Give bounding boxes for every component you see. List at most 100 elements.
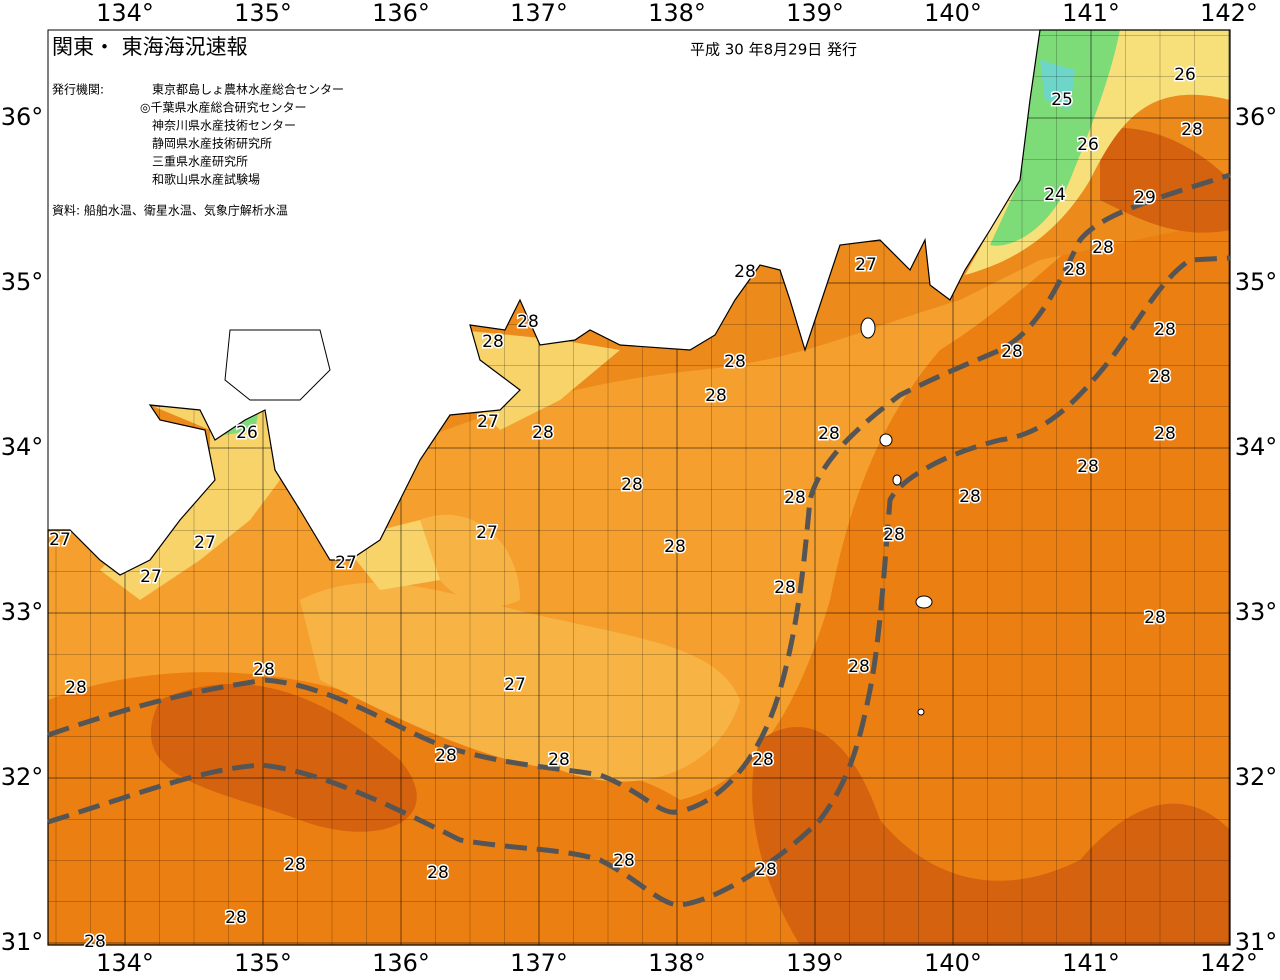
contour-label: 28 bbox=[65, 678, 87, 698]
contour-label: 28 bbox=[1092, 238, 1114, 258]
contour-label: 27 bbox=[335, 553, 357, 573]
latitude-label: 34° bbox=[1, 433, 44, 461]
contour-label: 28 bbox=[613, 851, 635, 871]
cold-north-cyan bbox=[1040, 60, 1075, 110]
contour-label: 28 bbox=[752, 750, 774, 770]
kuroshio-edge bbox=[47, 255, 1231, 908]
latitude-label: 36° bbox=[1, 103, 44, 131]
contour-label: 26 bbox=[236, 423, 258, 443]
cold-north-green bbox=[990, 30, 1120, 246]
longitude-label: 136° bbox=[372, 0, 430, 27]
contour-label: 29 bbox=[1134, 188, 1156, 208]
contour-label: 28 bbox=[734, 262, 756, 282]
contour-label: 28 bbox=[284, 855, 306, 875]
issuer: 東京都島しょ農林水産総合センター bbox=[152, 82, 344, 97]
longitude-label: 138° bbox=[648, 949, 706, 977]
title: 関東・ 東海海況速報 bbox=[52, 35, 248, 59]
contour-label: 28 bbox=[84, 932, 106, 952]
contour-label: 26 bbox=[1077, 135, 1099, 155]
contour-label: 28 bbox=[548, 750, 570, 770]
contour-label: 28 bbox=[724, 352, 746, 372]
issuer: 静岡県水産技術研究所 bbox=[152, 136, 272, 151]
latitude-label: 31° bbox=[1, 928, 44, 956]
issuers: 東京都島しょ農林水産総合センター ◎千葉県水産総合研究センター神奈川県水産技術セン… bbox=[140, 82, 344, 187]
latitude-label: 36° bbox=[1235, 103, 1278, 131]
issue-date: 平成 30 年8月29日 発行 bbox=[690, 41, 857, 59]
issuers-label: 発行機関: bbox=[52, 82, 104, 97]
contour-label: 28 bbox=[1149, 367, 1171, 387]
contour-label: 28 bbox=[1064, 260, 1086, 280]
contour-label: 24 bbox=[1044, 185, 1066, 205]
contour-label: 28 bbox=[532, 423, 554, 443]
contour-label: 27 bbox=[140, 567, 162, 587]
contour-label: 28 bbox=[427, 863, 449, 883]
contour-label: 27 bbox=[476, 523, 498, 543]
contour-label: 28 bbox=[774, 578, 796, 598]
contour-label: 28 bbox=[1154, 424, 1176, 444]
coastline bbox=[47, 29, 1231, 946]
longitude-label: 136° bbox=[372, 949, 430, 977]
longitude-label: 135° bbox=[234, 0, 292, 27]
contour-label: 28 bbox=[664, 537, 686, 557]
longitude-label: 134° bbox=[96, 0, 154, 27]
contour-label: 27 bbox=[477, 412, 499, 432]
latitude-label: 34° bbox=[1235, 433, 1278, 461]
latitude-label: 32° bbox=[1235, 763, 1278, 791]
kuroshio-axis bbox=[47, 172, 1231, 815]
contour-label: 28 bbox=[755, 860, 777, 880]
contour-label: 28 bbox=[482, 332, 504, 352]
contour-label: 27 bbox=[194, 533, 216, 553]
contour-label: 28 bbox=[517, 312, 539, 332]
issuer: 和歌山県水産試験場 bbox=[152, 172, 260, 187]
longitude-label: 137° bbox=[510, 0, 568, 27]
sources: 資料: 船舶水温、衛星水温、気象庁解析水温 bbox=[52, 203, 288, 218]
contour-label: 28 bbox=[818, 424, 840, 444]
contour-label: 25 bbox=[1051, 90, 1073, 110]
contour-label: 28 bbox=[621, 475, 643, 495]
contour-label: 26 bbox=[1174, 65, 1196, 85]
contour-label: 27 bbox=[855, 255, 877, 275]
contour-label: 27 bbox=[504, 675, 526, 695]
contour-label: 28 bbox=[435, 746, 457, 766]
latitude-label: 32° bbox=[1, 763, 44, 791]
hot-zone bbox=[151, 128, 1230, 945]
contour-label: 28 bbox=[1154, 320, 1176, 340]
contour-label: 28 bbox=[1144, 608, 1166, 628]
latitude-label: 33° bbox=[1235, 598, 1278, 626]
contour-label: 28 bbox=[1001, 342, 1023, 362]
longitude-label: 137° bbox=[510, 949, 568, 977]
longitude-label: 142° bbox=[1200, 0, 1258, 27]
contour-label: 27 bbox=[49, 530, 71, 550]
longitude-label: 142° bbox=[1200, 949, 1258, 977]
contour-label: 28 bbox=[1181, 120, 1203, 140]
contour-label: 28 bbox=[253, 660, 275, 680]
longitude-label: 141° bbox=[1062, 0, 1120, 27]
cool-zone bbox=[300, 514, 740, 782]
longitude-label: 139° bbox=[786, 0, 844, 27]
longitude-label: 140° bbox=[924, 0, 982, 27]
issuer: 神奈川県水産技術センター bbox=[152, 118, 296, 133]
latitude-label: 33° bbox=[1, 598, 44, 626]
longitude-label: 138° bbox=[648, 0, 706, 27]
contour-label: 28 bbox=[848, 657, 870, 677]
contour-label: 28 bbox=[225, 908, 247, 928]
issuer: 三重県水産研究所 bbox=[152, 154, 248, 169]
contour-label: 28 bbox=[784, 488, 806, 508]
longitude-label: 134° bbox=[96, 949, 154, 977]
longitude-label: 139° bbox=[786, 949, 844, 977]
contour-label: 28 bbox=[1077, 457, 1099, 477]
contour-label: 28 bbox=[705, 386, 727, 406]
islands bbox=[224, 317, 933, 716]
longitude-label: 135° bbox=[234, 949, 292, 977]
latitude-label: 35° bbox=[1, 268, 44, 296]
longitude-label: 141° bbox=[1062, 949, 1120, 977]
contour-label: 28 bbox=[959, 487, 981, 507]
longitude-label: 140° bbox=[924, 949, 982, 977]
issuer: ◎千葉県水産総合研究センター bbox=[140, 100, 306, 115]
latitude-label: 35° bbox=[1235, 268, 1278, 296]
contour-label: 28 bbox=[883, 525, 905, 545]
latitude-label: 31° bbox=[1235, 928, 1278, 956]
contour-labels: 26 25 28 26 24 29 28 28 28 27 28 28 28 28 28 28 28 27 28 26… bbox=[48, 64, 1205, 954]
